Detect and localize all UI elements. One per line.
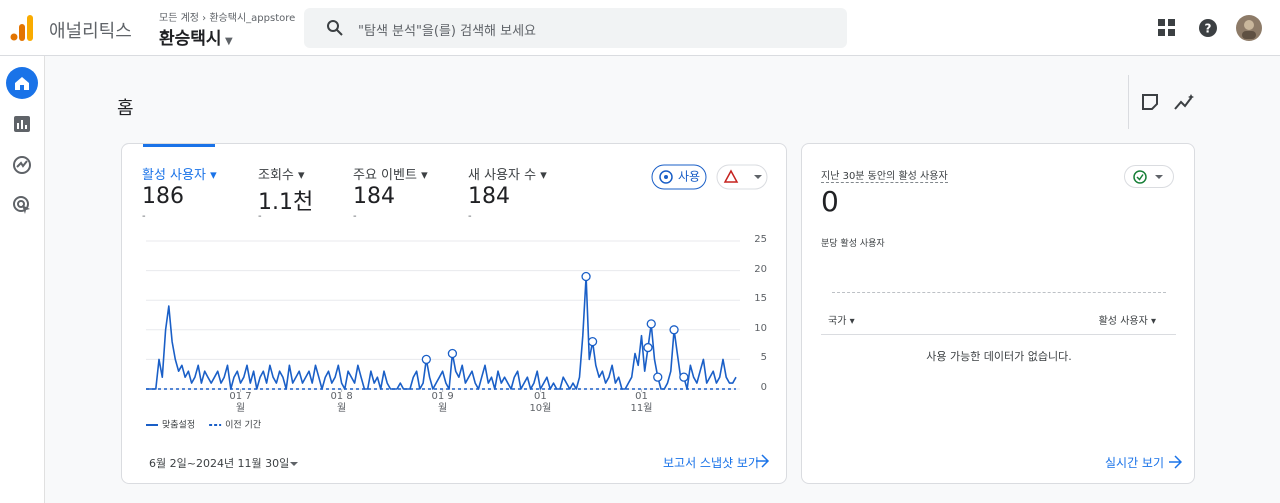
link-arrow — [1169, 455, 1182, 469]
y-tick-label: 15 — [754, 293, 767, 305]
status-button[interactable] — [1124, 165, 1174, 188]
anomaly-marker — [587, 336, 598, 347]
anomaly-marker — [669, 325, 679, 335]
metric-label[interactable]: 활성 사용자 — [142, 168, 206, 183]
nav-advertising[interactable] — [12, 195, 32, 215]
metric-tab[interactable]: 조회수 ▾ — [258, 164, 305, 183]
breadcrumb-sep: › — [202, 13, 207, 24]
badge-text: 사용 — [678, 170, 700, 184]
anomaly-marker — [581, 271, 591, 282]
anomaly-marker — [447, 348, 458, 359]
y-tick-label: 0 — [760, 382, 767, 393]
x-tick-label: 01 9월 — [431, 391, 454, 414]
insights-icon[interactable] — [1174, 93, 1196, 111]
status-icon — [1133, 170, 1163, 184]
svg-text:?: ? — [1205, 22, 1212, 36]
caret: ▾ — [416, 168, 428, 183]
badge-icon — [659, 170, 673, 184]
x-tick-label: 01 10월 — [529, 391, 552, 414]
metric-change: - — [142, 211, 146, 222]
selected-tab-bar — [143, 144, 215, 147]
metric-label[interactable]: 조회수 — [258, 168, 294, 183]
notes-icon[interactable] — [1141, 93, 1159, 111]
caret: ▾ — [205, 168, 217, 183]
anomaly-marker — [643, 342, 653, 353]
x-tick-label: 01 7월 — [229, 391, 252, 414]
caret — [754, 175, 762, 179]
snapshot-link[interactable]: 보고서 스냅샷 보기 — [663, 456, 759, 470]
search-placeholder: "탐색 분석"을(를) 검색해 보세요 — [358, 24, 537, 39]
realtime-title: 지난 30분 동안의 활성 사용자 — [821, 167, 948, 183]
avatar[interactable] — [1235, 14, 1263, 42]
legend-label: 이전 기간 — [225, 420, 261, 431]
line-series — [146, 275, 737, 390]
legend-label: 맞춤설정 — [162, 419, 195, 431]
metric-change: - — [258, 211, 262, 222]
x-tick-label: 01 11월 — [630, 391, 653, 414]
empty-message: 사용 가능한 데이터가 없습니다. — [926, 350, 1072, 363]
anomaly-marker — [421, 354, 431, 365]
per-minute-label: 분당 활성 사용자 — [821, 239, 885, 249]
caret — [290, 462, 298, 466]
page-title: 홈 — [117, 98, 134, 119]
warning-button[interactable] — [716, 164, 768, 190]
metric-tab[interactable]: 활성 사용자 ▾ — [142, 164, 217, 183]
realtime-card: 지난 30분 동안의 활성 사용자 0 분당 활성 사용자 국가 ▾ 활성 사용… — [801, 143, 1195, 484]
anomaly-marker — [646, 319, 656, 329]
top-bar: 애널리틱스 모든 계정 › 환승택시_appstore 환승택시 ▼ "탐색 분… — [0, 0, 1280, 56]
date-range[interactable]: 6월 2일~2024년 11월 30일 — [149, 457, 290, 470]
y-tick-label: 10 — [754, 322, 767, 334]
metric-value: 184 — [353, 184, 395, 209]
metric-label[interactable]: 주요 이벤트 — [353, 168, 417, 183]
anomaly-marker — [653, 372, 663, 382]
breadcrumb-item[interactable]: 모든 계정 — [159, 13, 199, 24]
y-tick-label: 25 — [754, 234, 767, 245]
breadcrumb[interactable]: 모든 계정 › 환승택시_appstore — [159, 9, 295, 24]
divider — [1128, 75, 1129, 129]
property-name[interactable]: 환승택시 — [159, 29, 222, 49]
x-tick-label: 01 8월 — [330, 391, 353, 414]
app-name: 애널리틱스 — [49, 21, 132, 42]
table-rule — [821, 334, 1176, 335]
caret: ▾ — [536, 168, 547, 183]
metric-value: 1.1천 — [258, 190, 314, 215]
metric-tab[interactable]: 주요 이벤트 ▾ — [353, 164, 428, 183]
logo — [10, 15, 33, 41]
search-box[interactable]: "탐색 분석"을(를) 검색해 보세요 — [304, 8, 847, 48]
metric-change: - — [468, 211, 472, 222]
metric-value: 186 — [142, 184, 184, 209]
anomaly-marker — [679, 372, 689, 382]
col-users[interactable]: 활성 사용자 — [1098, 316, 1148, 327]
realtime-value: 0 — [821, 185, 839, 218]
property-selector[interactable]: 환승택시 ▼ — [159, 29, 233, 49]
side-nav — [0, 56, 45, 503]
col-header[interactable]: 국가 ▾ — [828, 316, 855, 327]
metric-change: - — [353, 211, 357, 222]
apps-icon[interactable] — [1158, 19, 1176, 37]
caret: ▾ — [293, 168, 305, 183]
empty-axis — [832, 292, 1166, 293]
chart: 사용 맞춤설정 이전 기간 — [143, 144, 770, 468]
search-icon — [327, 20, 343, 36]
y-tick-label: 5 — [760, 352, 767, 364]
nav-explore[interactable] — [12, 155, 32, 175]
nav-home[interactable] — [6, 67, 38, 99]
y-tick-label: 20 — [754, 263, 767, 275]
warning-icon — [723, 169, 739, 183]
metric-tab[interactable]: 새 사용자 수 ▾ — [468, 164, 547, 183]
realtime-link[interactable]: 실시간 보기 — [1105, 456, 1165, 470]
link-arrow — [756, 454, 770, 468]
col-country[interactable]: 국가 — [828, 316, 847, 327]
help-icon[interactable]: ? — [1198, 18, 1218, 38]
col-header[interactable]: 활성 사용자 ▾ — [1098, 316, 1156, 327]
breadcrumb-item[interactable]: 환승택시_appstore — [209, 13, 296, 24]
metric-label[interactable]: 새 사용자 수 — [468, 168, 537, 183]
metric-value: 184 — [468, 184, 510, 209]
nav-reports[interactable] — [13, 115, 31, 133]
overview-card: 사용 맞춤설정 이전 기간 6월 2일~2024년 11월 30일 보고서 스냅샷… — [121, 143, 787, 484]
